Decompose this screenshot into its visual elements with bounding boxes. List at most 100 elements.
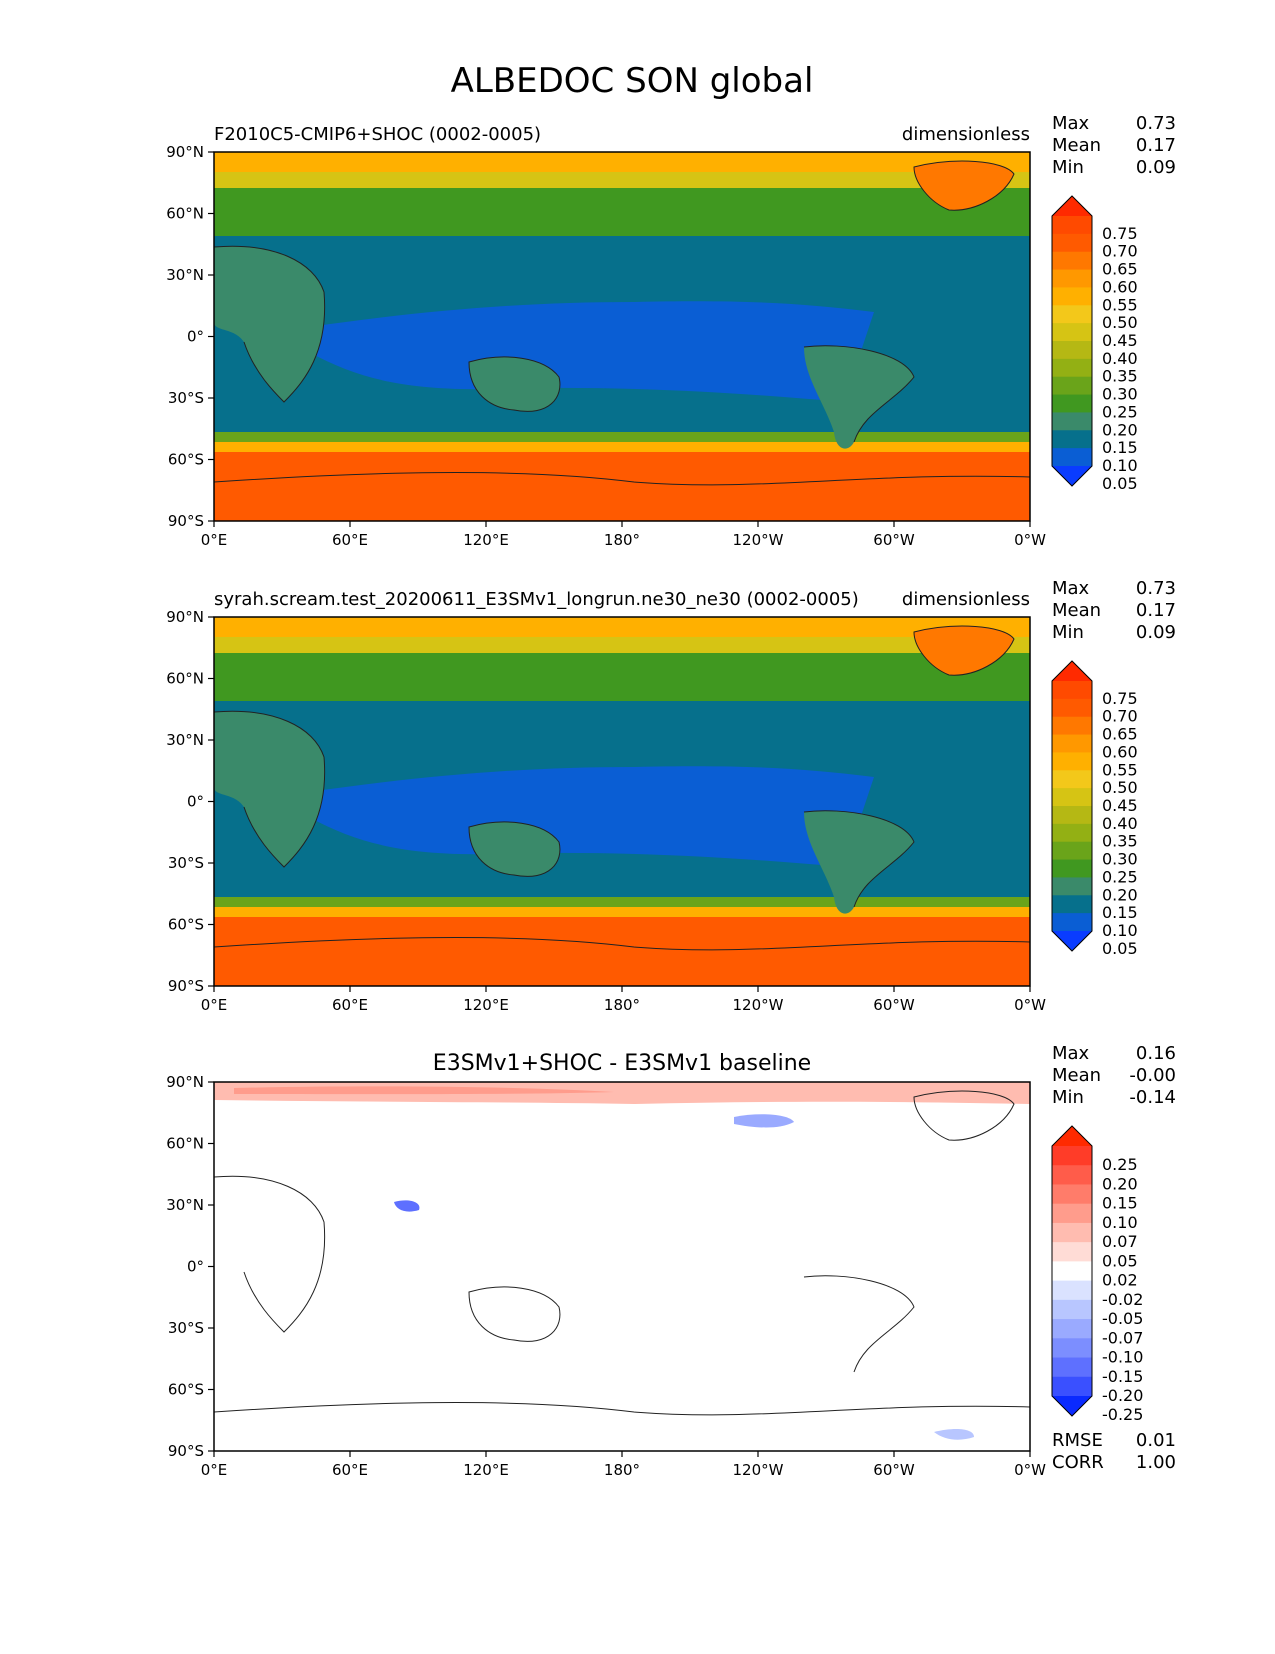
lat-tick-label: 30°N: [166, 1196, 204, 1214]
map-band: [214, 637, 1030, 657]
colorbar-swatch: [1052, 1319, 1092, 1339]
map-continent-south-america: [804, 810, 914, 914]
colorbar-swatch: [1052, 1357, 1092, 1378]
colorbar-label: 0.40: [1102, 349, 1138, 368]
lon-tick-label: 0°E: [201, 531, 228, 549]
lat-tick-label: 30°N: [166, 731, 204, 749]
lat-axis: 90°N 60°N 30°N 0° 30°S 60°S 90°S: [166, 1073, 214, 1460]
colorbar-swatch: [1052, 698, 1092, 718]
map-continent-australia: [469, 822, 560, 877]
colorbar-swatch: [1052, 681, 1092, 700]
colorbar-label: -0.25: [1102, 1405, 1143, 1424]
stat-max-value: 0.73: [1136, 578, 1176, 599]
lat-tick-label: 30°S: [168, 854, 204, 872]
albedo-map: [214, 152, 1030, 521]
colorbar-extend-max: [1052, 661, 1092, 681]
map-diff-positive-arctic: [234, 1086, 614, 1095]
stat-mean-label: Mean: [1052, 1065, 1101, 1086]
colorbar-swatch: [1052, 269, 1092, 288]
lat-tick-label: 0°: [187, 1258, 204, 1276]
map-band: [214, 907, 1030, 917]
colorbar-label: -0.07: [1102, 1328, 1143, 1347]
colorbar-swatch: [1052, 287, 1092, 306]
map-band: [214, 172, 1030, 192]
colorbar-extend-min: [1052, 931, 1092, 951]
stat-min-value: 0.09: [1136, 622, 1176, 643]
colorbar-label: 0.20: [1102, 420, 1138, 439]
lat-tick-label: 90°S: [168, 977, 204, 995]
colorbar-label: -0.10: [1102, 1348, 1143, 1367]
colorbar-swatch: [1052, 430, 1092, 449]
colorbar-swatch: [1052, 770, 1092, 789]
stat-rmse-value: 0.01: [1136, 1430, 1176, 1451]
colorbar-swatch: [1052, 376, 1092, 396]
colorbar-extend-min: [1052, 1396, 1092, 1416]
figure-title: ALBEDOC SON global: [451, 61, 814, 101]
panel-units: dimensionless: [902, 124, 1030, 145]
colorbar-label: -0.20: [1102, 1386, 1143, 1405]
map-diff-negative: [394, 1200, 420, 1212]
colorbar-label: 0.70: [1102, 707, 1138, 726]
panel-title-left: F2010C5-CMIP6+SHOC (0002-0005): [214, 124, 541, 145]
map-tropical-ocean: [309, 301, 874, 402]
difference-map: [214, 1082, 1030, 1451]
stats: Max 0.73 Mean 0.17 Min 0.09: [1052, 113, 1176, 178]
map-coastline: [214, 1090, 1030, 1416]
map-tropical-ocean: [309, 766, 874, 867]
colorbar-label: 0.30: [1102, 385, 1138, 404]
stat-mean-value: -0.00: [1129, 1065, 1176, 1086]
lon-tick-label: 120°E: [463, 996, 509, 1014]
colorbar-label: 0.15: [1102, 903, 1138, 922]
lon-tick-label: 60°E: [332, 531, 368, 549]
colorbar-extend-min: [1052, 466, 1092, 486]
map-diff-negative: [734, 1114, 794, 1128]
lon-tick-label: 0°E: [201, 996, 228, 1014]
colorbar-label: 0.25: [1102, 402, 1138, 421]
lon-tick-label: 180°: [604, 996, 640, 1014]
stats: Max 0.73 Mean 0.17 Min 0.09: [1052, 578, 1176, 643]
colorbar-label: 0.65: [1102, 725, 1138, 744]
colorbar-swatch: [1052, 1146, 1092, 1166]
colorbar-label: 0.07: [1102, 1232, 1138, 1251]
lon-tick-label: 0°W: [1014, 1461, 1046, 1479]
stat-mean-label: Mean: [1052, 600, 1101, 621]
colorbar-swatch: [1052, 305, 1092, 324]
lat-tick-label: 60°S: [168, 451, 204, 469]
lat-tick-label: 30°S: [168, 389, 204, 407]
colorbar-swatch: [1052, 323, 1092, 342]
albedo-map: [214, 617, 1030, 986]
stat-rmse-label: RMSE: [1052, 1430, 1103, 1451]
colorbar-extend-max: [1052, 1126, 1092, 1146]
colorbar: 0.250.200.150.100.070.050.02-0.02-0.05-0…: [1051, 1125, 1143, 1424]
colorbar-swatch: [1052, 859, 1092, 878]
colorbar-label: 0.50: [1102, 778, 1138, 797]
lat-tick-label: 0°: [187, 328, 204, 346]
colorbar-label: 0.20: [1102, 1174, 1138, 1193]
colorbar-label: 0.40: [1102, 814, 1138, 833]
stat-max-value: 0.16: [1136, 1043, 1176, 1064]
colorbar-swatch: [1052, 1184, 1092, 1205]
colorbar-label: 0.35: [1102, 367, 1138, 386]
lon-axis: 0°E 60°E 120°E 180° 120°W 60°W 0°W: [201, 1451, 1046, 1479]
colorbar-label: 0.75: [1102, 224, 1138, 243]
stat-mean-value: 0.17: [1136, 600, 1176, 621]
colorbar-label: -0.05: [1102, 1309, 1143, 1328]
lon-tick-label: 120°W: [733, 531, 784, 549]
map-continent-africa: [214, 246, 325, 402]
colorbar-swatch: [1052, 216, 1092, 235]
colorbar-swatch: [1052, 716, 1092, 736]
colorbar-swatch: [1052, 841, 1092, 861]
map-band: [214, 895, 1030, 907]
stat-corr-label: CORR: [1052, 1452, 1104, 1473]
colorbar-label: 0.05: [1102, 474, 1138, 493]
colorbar-swatch: [1052, 734, 1092, 753]
colorbar-label: 0.60: [1102, 742, 1138, 761]
lat-tick-label: 60°N: [166, 670, 204, 688]
map-background: [214, 1082, 1030, 1451]
lat-tick-label: 90°S: [168, 512, 204, 530]
colorbar: 0.750.700.650.600.550.500.450.400.350.30…: [1051, 660, 1138, 958]
colorbar-label: 0.75: [1102, 689, 1138, 708]
colorbar-swatch: [1052, 394, 1092, 413]
colorbar-swatch: [1052, 788, 1092, 807]
